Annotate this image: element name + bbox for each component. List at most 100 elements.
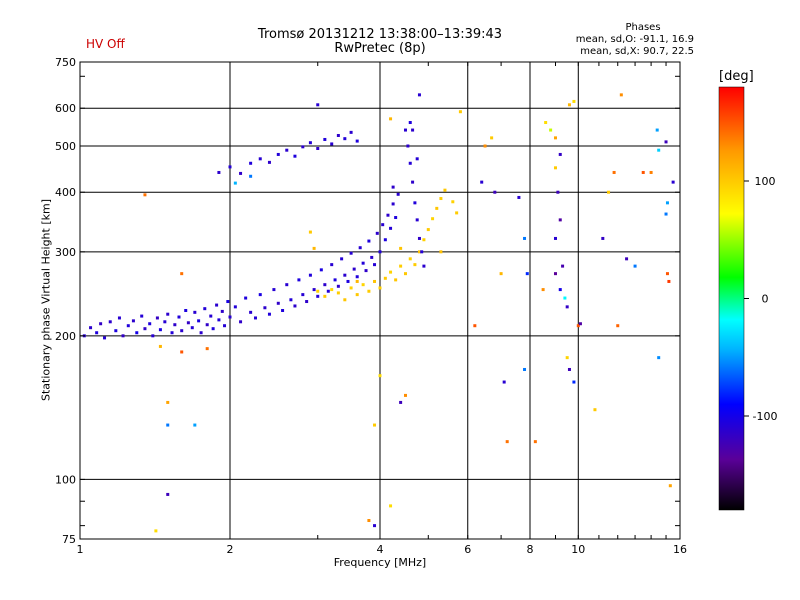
data-point: [502, 380, 506, 384]
data-point: [664, 212, 668, 216]
colorbar-ticks: 100 0 -100: [744, 175, 777, 423]
colorbar-tick-label: -100: [753, 410, 778, 423]
grid-lines: [80, 62, 680, 539]
data-point: [336, 284, 340, 288]
data-point: [391, 185, 395, 189]
data-point: [203, 307, 207, 311]
data-point: [143, 327, 147, 331]
data-point: [558, 218, 562, 222]
data-point: [346, 279, 350, 283]
data-point: [293, 154, 297, 158]
tick-marks: [79, 61, 681, 540]
data-point: [343, 137, 347, 141]
data-point: [323, 294, 327, 298]
data-point: [403, 128, 407, 132]
data-point: [131, 319, 135, 323]
data-point: [349, 130, 353, 134]
data-point: [399, 264, 403, 268]
data-point: [426, 228, 430, 232]
data-point: [576, 324, 580, 328]
data-point: [114, 329, 118, 333]
data-point: [258, 157, 262, 161]
data-point: [297, 278, 301, 282]
data-point: [370, 255, 374, 259]
data-point: [616, 324, 620, 328]
data-point: [319, 268, 323, 272]
data-point: [170, 331, 174, 335]
data-point: [375, 231, 379, 235]
x-tick-label: 8: [527, 543, 534, 556]
data-point: [408, 121, 412, 125]
data-point: [333, 278, 337, 282]
data-point: [417, 250, 421, 254]
data-point: [215, 303, 219, 307]
data-point: [330, 263, 334, 267]
data-point: [391, 202, 395, 206]
colorbar-unit: [deg]: [719, 69, 754, 84]
data-point: [272, 288, 276, 292]
data-point: [267, 160, 271, 164]
data-point: [220, 309, 224, 313]
data-point: [223, 324, 227, 328]
data-point: [108, 320, 112, 324]
data-point: [556, 190, 560, 194]
data-point: [523, 236, 527, 240]
data-point: [312, 288, 316, 292]
data-point: [422, 264, 426, 268]
data-point: [190, 326, 194, 330]
chart-subtitle: RwPretec (8p): [334, 41, 426, 56]
data-point: [158, 328, 162, 332]
data-point: [411, 128, 415, 132]
data-point: [117, 316, 121, 320]
data-point: [417, 93, 421, 97]
data-point: [355, 139, 359, 143]
data-point: [158, 344, 162, 348]
data-point: [166, 400, 170, 404]
data-point: [249, 161, 253, 165]
data-point: [396, 192, 400, 196]
data-point: [180, 272, 184, 276]
data-point: [578, 322, 582, 326]
y-tick-label: 400: [55, 186, 76, 199]
data-point: [263, 306, 267, 310]
data-point: [641, 170, 645, 174]
data-point: [664, 140, 668, 144]
data-point: [151, 334, 155, 338]
data-point: [355, 293, 359, 297]
data-point: [285, 148, 289, 152]
data-point: [355, 279, 359, 283]
data-point: [166, 492, 170, 496]
colorbar-tick-label: 100: [755, 175, 776, 188]
data-point: [358, 246, 362, 250]
data-point: [373, 279, 377, 283]
data-point: [572, 99, 576, 103]
data-point: [233, 181, 237, 185]
data-point: [258, 293, 262, 297]
data-point: [355, 275, 359, 279]
data-point: [180, 350, 184, 354]
phases-o-stats: mean, sd,O: -91.1, 16.9: [575, 34, 694, 45]
data-point: [649, 170, 653, 174]
data-point: [349, 251, 353, 255]
data-point: [199, 331, 203, 335]
data-point: [244, 296, 248, 300]
data-point: [103, 336, 107, 340]
data-point: [193, 423, 197, 427]
y-tick-label: 750: [55, 56, 76, 69]
data-point: [607, 190, 611, 194]
data-point: [276, 152, 280, 156]
data-point: [143, 193, 147, 197]
data-point: [184, 308, 188, 312]
data-point: [435, 206, 439, 210]
data-point: [415, 218, 419, 222]
data-point: [95, 331, 99, 335]
data-point: [593, 408, 597, 412]
data-point: [121, 334, 125, 338]
data-point: [493, 190, 497, 194]
data-point: [668, 484, 672, 488]
data-point: [316, 146, 320, 150]
data-point: [572, 380, 576, 384]
data-point: [394, 278, 398, 282]
data-point: [561, 264, 565, 268]
hv-status: HV Off: [86, 37, 125, 51]
